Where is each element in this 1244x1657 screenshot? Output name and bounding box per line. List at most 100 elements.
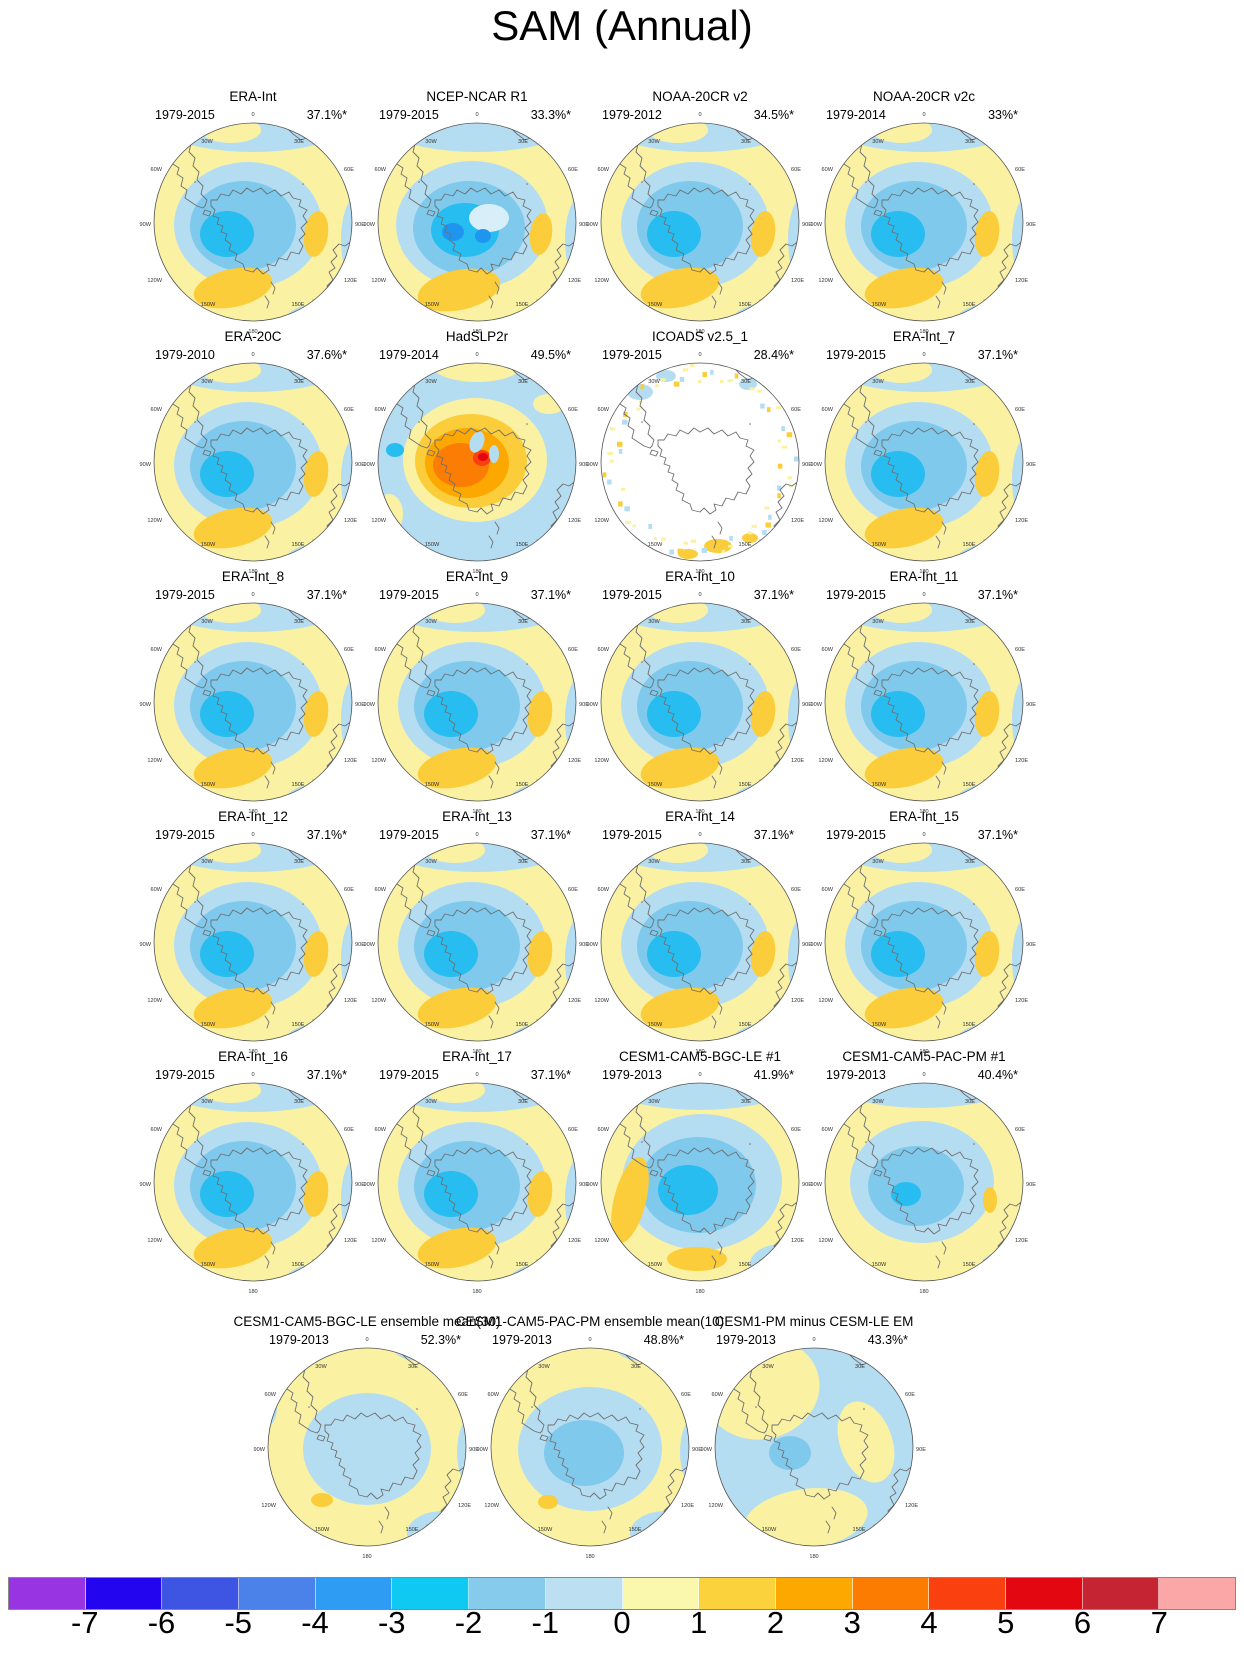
longitude-labels: 0 30W 30E 60W 60E 90W 90E 120W 120E 150W 150E 180 xyxy=(363,352,589,575)
panel-year-range: 1979-2015 xyxy=(155,108,215,122)
svg-text:0: 0 xyxy=(251,592,254,598)
polar-map: 0 30W 30E 60W 60E 90W 90E 120W 120E 150W 150E 180 xyxy=(586,832,812,1055)
svg-text:120E: 120E xyxy=(344,518,357,524)
panel-title: ERA-Int_9 xyxy=(445,569,509,584)
svg-text:150W: 150W xyxy=(201,1022,216,1028)
longitude-labels: 0 30W 30E 60W 60E 90W 90E 120W 120E 150W 150E 180 xyxy=(810,1072,1036,1295)
svg-text:180: 180 xyxy=(248,809,257,815)
svg-text:60W: 60W xyxy=(150,887,162,893)
svg-text:60W: 60W xyxy=(150,1127,162,1133)
svg-text:180: 180 xyxy=(248,1049,257,1055)
longitude-labels: 0 30W 30E 60W 60E 90W 90E 120W 120E 150W 150E 180 xyxy=(363,592,589,815)
colorbar-segment-16 xyxy=(1159,1578,1235,1609)
svg-text:120W: 120W xyxy=(147,1238,162,1244)
panel-title: ERA-Int_14 xyxy=(665,809,735,824)
longitude-labels: 0 30W 30E 60W 60E 90W 90E 120W 120E 150W 150E 180 xyxy=(363,832,589,1055)
svg-text:30W: 30W xyxy=(201,859,213,865)
map-panel-16: ERA-Int_15 1979-2015 37.1%* 0 30W 30E 60W 60E 90… xyxy=(808,805,1040,1055)
polar-map: 0 30W 30E 60W 60E 90W 90E 120W 120E 150W 150E 180 xyxy=(363,112,589,335)
svg-text:60W: 60W xyxy=(597,887,609,893)
colorbar-segment-12 xyxy=(852,1578,930,1609)
panel-year-range: 1979-2015 xyxy=(155,828,215,842)
panel-title: CESM1-CAM5-BGC-LE ensemble mean(30) xyxy=(233,1314,501,1329)
contour-layers xyxy=(825,1083,1023,1281)
svg-text:120W: 120W xyxy=(818,758,833,764)
svg-text:120W: 120W xyxy=(818,998,833,1004)
svg-text:30W: 30W xyxy=(648,859,660,865)
panel-variance-pct: 33%* xyxy=(988,108,1018,122)
svg-text:30E: 30E xyxy=(518,1099,528,1105)
longitude-labels: 0 30W 30E 60W 60E 90W 90E 120W 120E 150W 150E 180 xyxy=(586,1072,812,1295)
svg-text:180: 180 xyxy=(919,329,928,335)
svg-text:60W: 60W xyxy=(711,1392,723,1398)
panel-year-range: 1979-2014 xyxy=(826,108,886,122)
svg-text:150E: 150E xyxy=(962,782,975,788)
map-panel-7: ICOADS v2.5_1 1979-2015 28.4%* 0 30W 30E 60W 60… xyxy=(584,325,816,575)
svg-text:30E: 30E xyxy=(294,1099,304,1105)
svg-text:60W: 60W xyxy=(821,407,833,413)
svg-text:30W: 30W xyxy=(648,1099,660,1105)
panel-variance-pct: 41.9%* xyxy=(753,1068,794,1082)
svg-text:120W: 120W xyxy=(261,1503,276,1509)
longitude-labels: 0 30W 30E 60W 60E 90W 90E 120W 120E 150W 150E 180 xyxy=(253,1337,479,1560)
svg-text:180: 180 xyxy=(248,1289,257,1295)
map-panel-15: ERA-Int_14 1979-2015 37.1%* 0 30W 30E 60W 60E 90… xyxy=(584,805,816,1055)
svg-text:90W: 90W xyxy=(586,222,598,228)
panel-title: NOAA-20CR v2c xyxy=(872,89,976,104)
svg-text:90W: 90W xyxy=(139,702,151,708)
svg-text:180: 180 xyxy=(472,1289,481,1295)
contour-layers xyxy=(825,363,1023,561)
svg-text:30W: 30W xyxy=(872,859,884,865)
map-panel-22: CESM1-CAM5-PAC-PM ensemble mean(10) 1979-… xyxy=(456,1310,724,1560)
map-panel-1: ERA-Int 1979-2015 37.1%* 0 30W 30E 60W 60E 90W 90… xyxy=(137,85,369,335)
svg-text:150E: 150E xyxy=(962,1262,975,1268)
svg-text:150E: 150E xyxy=(628,1527,641,1533)
svg-text:60E: 60E xyxy=(1015,167,1025,173)
svg-text:90E: 90E xyxy=(1026,222,1036,228)
svg-text:120W: 120W xyxy=(594,758,609,764)
svg-text:60E: 60E xyxy=(791,647,801,653)
panel-variance-pct: 33.3%* xyxy=(530,108,571,122)
svg-text:60W: 60W xyxy=(821,887,833,893)
panel-year-range: 1979-2015 xyxy=(379,588,439,602)
polar-map: 0 30W 30E 60W 60E 90W 90E 120W 120E 150W 150E 180 xyxy=(810,592,1036,815)
longitude-labels: 0 30W 30E 60W 60E 90W 90E 120W 120E 150W 150E 180 xyxy=(700,1337,926,1560)
svg-text:0: 0 xyxy=(698,592,701,598)
polar-map: 0 30W 30E 60W 60E 90W 90E 120W 120E 150W 150E 180 xyxy=(139,832,365,1055)
svg-text:90E: 90E xyxy=(802,942,812,948)
svg-text:90E: 90E xyxy=(916,1447,926,1453)
svg-text:180: 180 xyxy=(695,809,704,815)
colorbar-labels: -7 -6 -5 -4 -3 -2 -1 0 1 2 3 4 5 6 7 xyxy=(8,1605,1236,1649)
panel-title: CESM1-CAM5-PAC-PM #1 xyxy=(842,1049,1006,1064)
svg-text:30E: 30E xyxy=(518,379,528,385)
map-panel-18: ERA-Int_17 1979-2015 37.1%* 0 30W 30E 60W 60E 90… xyxy=(361,1045,593,1295)
panel-title: ERA-Int xyxy=(229,89,277,104)
svg-text:120W: 120W xyxy=(371,278,386,284)
colorbar-tick-label: -4 xyxy=(301,1605,329,1640)
svg-text:180: 180 xyxy=(695,1049,704,1055)
svg-text:150W: 150W xyxy=(425,302,440,308)
colorbar-segment-14 xyxy=(1005,1578,1083,1609)
svg-text:90W: 90W xyxy=(363,942,375,948)
svg-text:30W: 30W xyxy=(425,139,437,145)
svg-text:60W: 60W xyxy=(374,407,386,413)
panel-year-range: 1979-2015 xyxy=(826,828,886,842)
panel-variance-pct: 37.1%* xyxy=(306,588,347,602)
svg-text:90W: 90W xyxy=(253,1447,265,1453)
svg-text:150E: 150E xyxy=(738,1262,751,1268)
svg-text:180: 180 xyxy=(472,1049,481,1055)
colorbar-tick-label: 3 xyxy=(843,1605,861,1640)
svg-text:0: 0 xyxy=(365,1337,368,1343)
colorbar-tick-label: -5 xyxy=(224,1605,253,1640)
svg-text:60E: 60E xyxy=(568,407,578,413)
longitude-labels: 0 30W 30E 60W 60E 90W 90E 120W 120E 150W 150E 180 xyxy=(810,832,1036,1055)
svg-text:60E: 60E xyxy=(344,887,354,893)
svg-text:120W: 120W xyxy=(371,998,386,1004)
svg-text:60W: 60W xyxy=(597,1127,609,1133)
panel-variance-pct: 37.1%* xyxy=(530,828,571,842)
svg-text:180: 180 xyxy=(362,1554,371,1560)
map-panel-13: ERA-Int_12 1979-2015 37.1%* 0 30W 30E 60W 60E 90… xyxy=(137,805,369,1055)
svg-text:90E: 90E xyxy=(579,702,589,708)
panel-variance-pct: 37.1%* xyxy=(306,1068,347,1082)
svg-text:60E: 60E xyxy=(1015,647,1025,653)
